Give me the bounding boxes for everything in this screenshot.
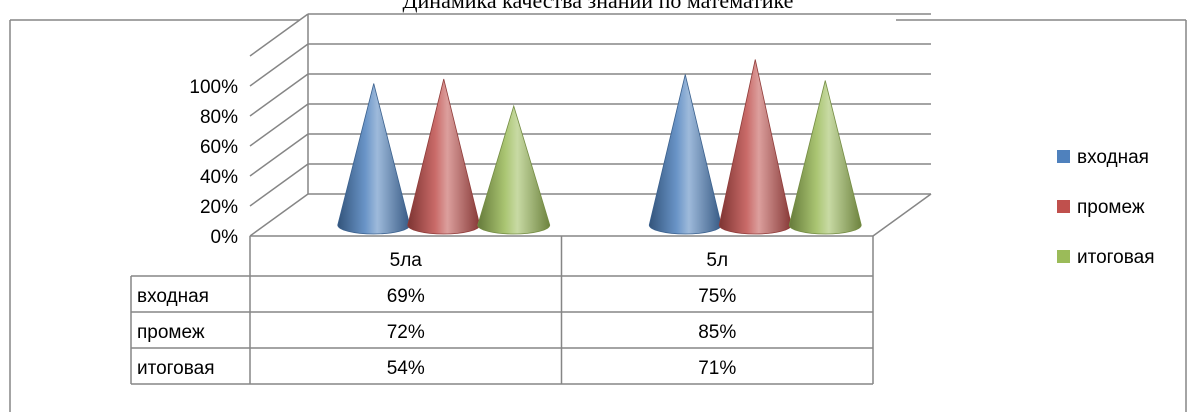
legend-label: итоговая	[1077, 247, 1154, 268]
y-tick-label: 60%	[200, 137, 238, 158]
y-tick-label: 0%	[211, 227, 239, 248]
legend-swatch	[1057, 250, 1070, 263]
gridline-side	[249, 193, 309, 237]
gridline-side	[249, 133, 309, 177]
cone-итоговая-5л	[788, 80, 862, 235]
y-tick-label: 100%	[189, 77, 238, 98]
y-tick-label: 20%	[200, 197, 238, 218]
cone-входная-5ла	[337, 83, 411, 235]
cone-промеж-5л	[718, 59, 792, 235]
legend-swatch	[1057, 200, 1070, 213]
legend-swatch	[1057, 150, 1070, 163]
table-row-label: итоговая	[137, 358, 214, 379]
table-cell: 54%	[387, 358, 425, 379]
legend-label: промеж	[1077, 197, 1145, 218]
y-axis: 0% 20% 40% 60% 80% 100%	[189, 77, 238, 248]
data-table: 5ла 5л входная 69% 75% промеж 72% 85% итоговая 54…	[130, 236, 874, 385]
table-header-cell: 5л	[706, 250, 728, 271]
table-row-label: промеж	[137, 322, 205, 343]
y-tick-label: 40%	[200, 167, 238, 188]
table-cell: 75%	[698, 286, 736, 307]
legend: входная промеж итоговая	[1057, 147, 1154, 268]
legend-label: входная	[1077, 147, 1149, 168]
gridline-side	[249, 43, 309, 87]
table-cell: 85%	[698, 322, 736, 343]
gridline-side	[249, 163, 309, 207]
table-cell: 72%	[387, 322, 425, 343]
gridline-side	[249, 73, 309, 117]
table-cell: 69%	[387, 286, 425, 307]
table-cell: 71%	[698, 358, 736, 379]
cone-промеж-5ла	[407, 78, 481, 235]
table-header-cell: 5ла	[390, 250, 423, 271]
gridline-side	[249, 13, 309, 57]
floor-right-edge	[872, 193, 932, 237]
y-tick-label: 80%	[200, 107, 238, 128]
gridline-side	[249, 103, 309, 147]
plot-area	[337, 59, 862, 235]
cone-входная-5л	[648, 74, 722, 235]
cone-итоговая-5ла	[477, 104, 551, 235]
chart-title: Динамика качества знаний по математике	[403, 0, 794, 13]
table-row-label: входная	[137, 286, 209, 307]
